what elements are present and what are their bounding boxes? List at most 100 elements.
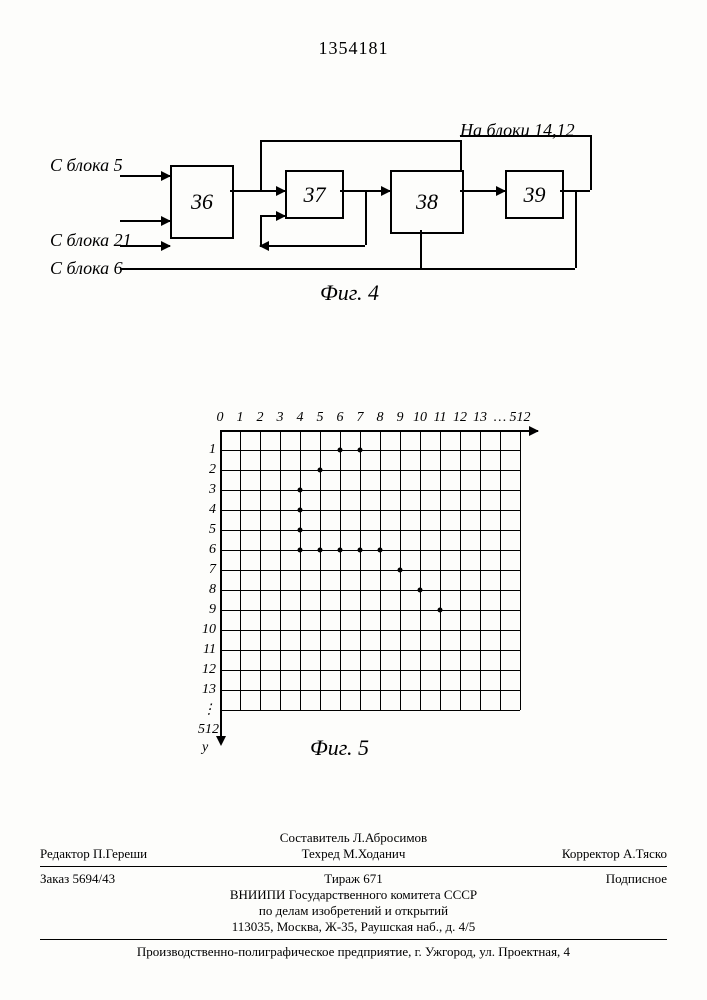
fig4-diagram: 36373839С блока 5С блока 21С блока 6На б… <box>60 140 620 320</box>
data-point <box>318 468 323 473</box>
tech: Техред М.Ходанич <box>249 846 458 862</box>
x-tick: … <box>494 410 506 426</box>
data-point <box>358 448 363 453</box>
data-point <box>358 548 363 553</box>
x-tick: 11 <box>434 410 447 426</box>
gridline <box>220 610 520 611</box>
wire <box>365 190 367 245</box>
x-tick: 4 <box>297 410 304 426</box>
y-tick: ⋮ <box>198 702 216 719</box>
data-point <box>298 548 303 553</box>
sign: Подписное <box>458 871 667 887</box>
data-point <box>378 548 383 553</box>
printer: Производственно-полиграфическое предприя… <box>40 944 667 960</box>
x-tick: 8 <box>377 410 384 426</box>
gridline <box>220 510 520 511</box>
wire <box>460 190 505 192</box>
y-tick: 11 <box>198 642 216 658</box>
footer: Составитель Л.Абросимов Редактор П.Гереш… <box>40 830 667 960</box>
gridline <box>220 670 520 671</box>
block-37: 37 <box>285 170 344 219</box>
data-point <box>418 588 423 593</box>
signal-label: С блока 5 <box>50 155 123 176</box>
wire <box>260 215 262 245</box>
x-tick: 0 <box>217 410 224 426</box>
editor: Редактор П.Гереши <box>40 846 249 862</box>
x-tick: 10 <box>413 410 427 426</box>
signal-label: На блоки 14,12 <box>460 120 575 141</box>
x-tick: 6 <box>337 410 344 426</box>
wire <box>575 190 577 268</box>
fig4-caption: Фиг. 4 <box>320 280 379 306</box>
x-tick: 2 <box>257 410 264 426</box>
gridline <box>220 550 520 551</box>
data-point <box>298 528 303 533</box>
wire <box>120 220 170 222</box>
y-tick: 1 <box>198 442 216 458</box>
data-point <box>398 568 403 573</box>
corrector: Корректор А.Тяско <box>458 846 667 862</box>
wire <box>260 245 365 247</box>
data-point <box>338 548 343 553</box>
gridline <box>220 590 520 591</box>
wire <box>420 230 422 268</box>
y-tick: 9 <box>198 602 216 618</box>
wire <box>260 140 460 142</box>
data-point <box>338 448 343 453</box>
data-point <box>298 488 303 493</box>
gridline <box>220 530 520 531</box>
x-tick: 3 <box>277 410 284 426</box>
gridline <box>220 470 520 471</box>
y-tick: 5 <box>198 522 216 538</box>
wire <box>120 268 420 270</box>
y-tick: 6 <box>198 542 216 558</box>
x-tick: 13 <box>473 410 487 426</box>
gridline <box>220 450 520 451</box>
y-tick: 2 <box>198 462 216 478</box>
wire <box>120 175 170 177</box>
doc-number: 1354181 <box>0 38 707 59</box>
x-tick: 12 <box>453 410 467 426</box>
y-tick: 3 <box>198 482 216 498</box>
wire <box>230 190 285 192</box>
page: 1354181 36373839С блока 5С блока 21С бло… <box>0 0 707 1000</box>
x-tick: 9 <box>397 410 404 426</box>
gridline <box>220 570 520 571</box>
signal-label: С блока 6 <box>50 258 123 279</box>
y-axis <box>220 430 222 738</box>
fig5-caption: Фиг. 5 <box>310 735 369 761</box>
y-tick: 8 <box>198 582 216 598</box>
x-tick: 5 <box>317 410 324 426</box>
org2: по делам изобретений и открытий <box>40 903 667 919</box>
block-39: 39 <box>505 170 564 219</box>
order: Заказ 5694/43 <box>40 871 249 887</box>
y-label: у <box>202 740 208 756</box>
gridline <box>220 630 520 631</box>
data-point <box>318 548 323 553</box>
y-tick: 512 <box>198 722 216 738</box>
block-38: 38 <box>390 170 464 234</box>
gridline <box>520 430 521 710</box>
y-tick: 4 <box>198 502 216 518</box>
gridline <box>220 710 520 711</box>
x-tick: 1 <box>237 410 244 426</box>
y-tick: 10 <box>198 622 216 638</box>
y-tick: 7 <box>198 562 216 578</box>
block-36: 36 <box>170 165 234 239</box>
wire <box>260 215 285 217</box>
gridline <box>220 690 520 691</box>
wire <box>590 135 592 190</box>
x-tick: 512 <box>510 410 531 426</box>
wire <box>460 140 462 170</box>
gridline <box>220 490 520 491</box>
compiler: Составитель Л.Абросимов <box>40 830 667 846</box>
data-point <box>438 608 443 613</box>
divider-1 <box>40 866 667 867</box>
tirazh: Тираж 671 <box>249 871 458 887</box>
wire <box>260 140 262 190</box>
data-point <box>298 508 303 513</box>
addr: 113035, Москва, Ж-35, Раушская наб., д. … <box>40 919 667 935</box>
divider-2 <box>40 939 667 940</box>
y-tick: 12 <box>198 662 216 678</box>
y-tick: 13 <box>198 682 216 698</box>
